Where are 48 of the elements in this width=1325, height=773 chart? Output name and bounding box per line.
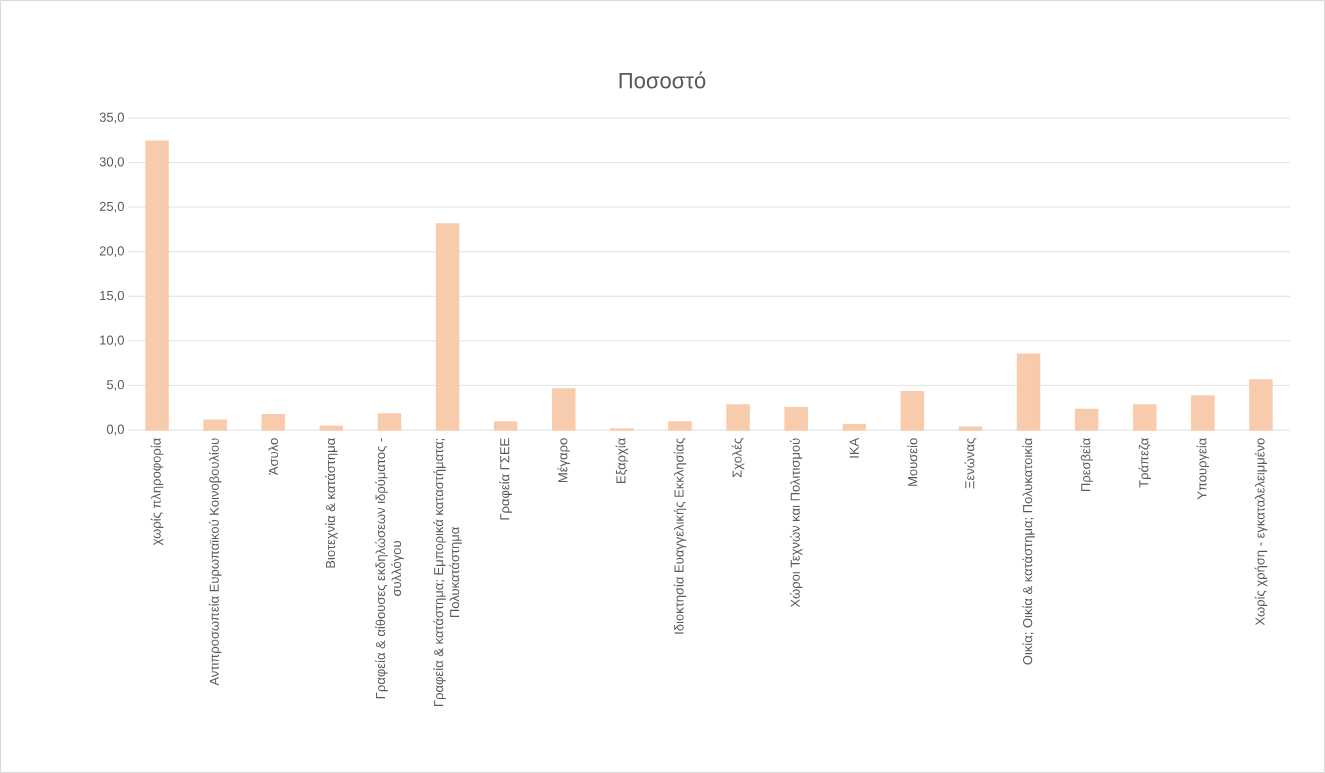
chart-title: Ποσοστό bbox=[619, 71, 706, 89]
x-tick-label: ΙΚΑ bbox=[849, 437, 859, 458]
bar bbox=[958, 426, 983, 431]
y-tick-label: 15,0 bbox=[100, 290, 124, 302]
bar bbox=[784, 406, 808, 431]
bar bbox=[1249, 379, 1273, 431]
x-tick-label: Γραφεία & αίθουσες εκδηλώσεων ιδρύματος - συλλόγου bbox=[375, 438, 404, 699]
bar bbox=[493, 421, 518, 431]
x-tick-label: Βιοτεχνία & κατάστημα bbox=[325, 438, 338, 568]
bar bbox=[900, 390, 925, 431]
x-tick-label: Χώροι Τεχνών και Πολιτισμού bbox=[789, 438, 803, 608]
y-tick-label: 20,0 bbox=[99, 246, 124, 258]
x-tick-label: Γραφεία ΓΣΕΕ bbox=[499, 438, 512, 520]
bar bbox=[1074, 408, 1099, 431]
y-tick-label: 0,0 bbox=[106, 424, 124, 436]
x-tick-label: Μέγαρο bbox=[557, 438, 570, 482]
x-tick-label: Γραφεία & κατάστημα; Εμπορικά καταστήματα; Πολυκατάστημα bbox=[433, 438, 462, 706]
x-tick-label: Υπουργεία bbox=[1196, 438, 1210, 500]
x-tick-label: Χωρίς χρήση - εγκαταλελειμμένο bbox=[1254, 438, 1268, 626]
bar bbox=[842, 423, 866, 431]
x-tick-label: Αντιπροσωπεία Ευρωπαϊκού Κοινοβουλίου bbox=[208, 438, 222, 686]
y-tick-label: 5,0 bbox=[106, 380, 124, 391]
bar bbox=[552, 388, 576, 431]
bar bbox=[319, 425, 344, 431]
x-tick-label: Μουσείο bbox=[907, 438, 918, 486]
y-tick-label: 35,0 bbox=[99, 112, 124, 124]
bar bbox=[261, 414, 286, 431]
bar bbox=[1191, 395, 1215, 431]
y-tick-label: 25,0 bbox=[99, 201, 124, 213]
x-tick-label: Εξαρχία bbox=[615, 438, 629, 483]
bar bbox=[1016, 353, 1041, 431]
bar bbox=[1132, 404, 1157, 431]
x-tick-label: Ξενώνας bbox=[964, 438, 977, 489]
y-tick-label: 10,0 bbox=[100, 335, 124, 347]
bar bbox=[377, 413, 402, 431]
bar bbox=[668, 421, 692, 431]
y-tick-label: 30,0 bbox=[99, 157, 124, 168]
x-tick-label: Ιδιοκτησία Ευαγγελικής Εκκλησίας bbox=[673, 438, 687, 634]
bar bbox=[203, 419, 227, 431]
x-tick-label: Τράπεζα bbox=[1138, 438, 1151, 488]
bar bbox=[726, 404, 750, 431]
x-tick-label: Σχολές bbox=[731, 438, 745, 478]
bar bbox=[435, 223, 460, 431]
x-tick-label: Πρεσβεία bbox=[1080, 438, 1093, 491]
x-tick-label: Οικία; Οικία & κατάστημα; Πολυκατοικία bbox=[1022, 438, 1035, 665]
bar bbox=[145, 140, 169, 431]
x-tick-label: χωρίς πληροφορία bbox=[150, 438, 164, 546]
x-tick-label: Άσυλο bbox=[268, 438, 279, 476]
